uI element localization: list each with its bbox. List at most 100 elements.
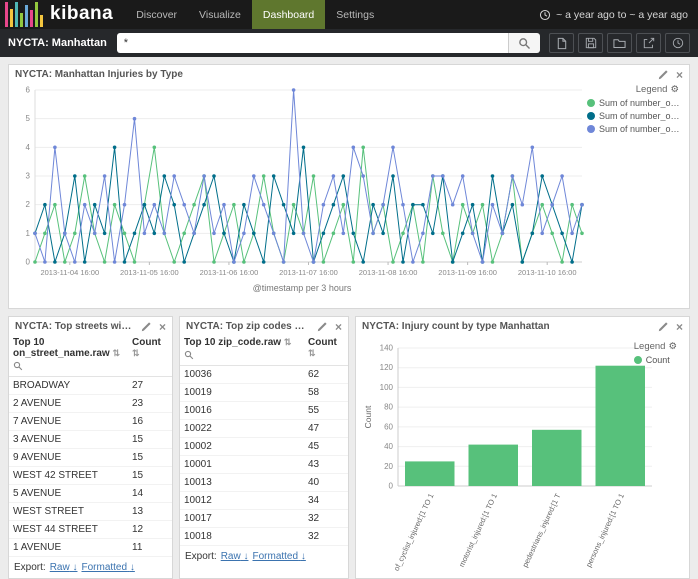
table-row: 7 AVENUE 16 [9,412,172,431]
field-search-icon[interactable] [184,350,194,360]
row-key-cell[interactable]: BROADWAY [9,376,128,395]
injuries-line-svg[interactable]: 0 1 2 3 4 5 6 2013-11-04 16:00 2013-11-05 16:00 2… [13,82,587,286]
row-count-cell[interactable]: 27 [128,376,172,395]
row-key-cell[interactable]: WEST 44 STREET [9,520,128,539]
row-key-cell[interactable]: 10013 [180,473,304,492]
share-dashboard-button[interactable] [636,33,661,53]
row-count-cell[interactable]: 15 [128,448,172,467]
sort-icon[interactable]: ⇅ [132,348,140,358]
edit-pencil-icon[interactable] [141,321,152,332]
close-panel-icon[interactable]: × [158,319,166,334]
svg-text:3: 3 [26,172,31,181]
chart-legend: Legend ⚙ Sum of number_of_cy...Sum of nu… [587,82,683,286]
row-key-cell[interactable]: 10022 [180,419,304,438]
search-button[interactable] [508,33,540,53]
row-count-cell[interactable]: 15 [128,430,172,449]
row-key-cell[interactable]: 1 AVENUE [9,538,128,557]
legend-item[interactable]: Count [633,355,681,365]
new-dashboard-button[interactable] [549,33,574,53]
load-dashboard-button[interactable] [607,33,632,53]
row-key-cell[interactable]: 10019 [180,383,304,402]
row-count-cell[interactable]: 12 [128,520,172,539]
edit-pencil-icon[interactable] [317,321,328,332]
row-key-cell[interactable]: 10002 [180,437,304,456]
sort-icon[interactable]: ⇅ [112,348,121,358]
row-count-cell[interactable]: 11 [128,538,172,557]
column-header-count[interactable]: Count ⇅ [128,334,172,377]
row-count-cell[interactable]: 40 [304,473,348,492]
row-key-cell[interactable]: 10001 [180,455,304,474]
row-key-cell[interactable]: 10018 [180,527,304,546]
row-key-cell[interactable]: WEST STREET [9,502,128,521]
row-key-cell[interactable]: 7 AVENUE [9,412,128,431]
new-file-icon [557,37,566,49]
row-count-cell[interactable]: 55 [304,401,348,420]
table-row: 2 AVENUE 23 [9,394,172,413]
row-key-cell[interactable]: 9 AVENUE [9,448,128,467]
row-count-cell[interactable]: 15 [128,466,172,485]
row-count-cell[interactable]: 58 [304,383,348,402]
close-panel-icon[interactable]: × [675,319,683,334]
legend-gear-icon[interactable]: ⚙ [670,84,679,95]
time-range-picker[interactable]: ~ a year ago to ~ a year ago [539,0,698,29]
svg-text:Count: Count [363,405,373,428]
legend-color-dot [633,356,642,364]
row-count-cell[interactable]: 23 [128,394,172,413]
query-input[interactable] [116,33,508,53]
row-key-cell[interactable]: 10012 [180,491,304,510]
row-key-cell[interactable]: WEST 42 STREET [9,466,128,485]
svg-text:120: 120 [380,363,394,372]
row-key-cell[interactable]: 10036 [180,365,304,384]
svg-text:80: 80 [384,403,393,412]
legend-gear-icon[interactable]: ⚙ [668,341,677,352]
row-key-cell[interactable]: 3 AVENUE [9,430,128,449]
row-count-cell[interactable]: 16 [128,412,172,431]
row-key-cell[interactable]: 10016 [180,401,304,420]
nav-item-dashboard[interactable]: Dashboard [251,0,326,29]
legend-title-text: Legend [633,341,666,352]
export-raw-link[interactable]: Raw ↓ [220,551,249,562]
edit-pencil-icon[interactable] [658,321,669,332]
legend-item[interactable]: Sum of number_of_pe... [587,124,683,134]
close-panel-icon[interactable]: × [334,319,342,334]
legend-color-dot [587,112,595,120]
row-key-cell[interactable]: 2 AVENUE [9,394,128,413]
main-nav: Discover Visualize Dashboard Settings [125,0,385,29]
field-search-icon[interactable] [13,361,23,371]
download-icon: ↓ [129,562,135,573]
row-count-cell[interactable]: 14 [128,484,172,503]
sort-icon[interactable]: ⇅ [283,337,292,347]
injury-bar-svg[interactable]: 0 20 40 60 80 100 120 140 Count of_cyclist_injure… [362,334,662,572]
nav-item-visualize[interactable]: Visualize [199,8,241,21]
row-count-cell[interactable]: 13 [128,502,172,521]
dashboard-title: NYCTA: Manhattan [8,37,107,49]
panel-injury-count-by-type: NYCTA: Injury count by type Manhattan × … [355,316,690,579]
row-count-cell[interactable]: 32 [304,509,348,528]
export-formatted-link[interactable]: Formatted ↓ [81,562,135,573]
column-header-street[interactable]: Top 10 on_street_name.raw ⇅ [9,334,128,377]
export-raw-link[interactable]: Raw ↓ [49,562,78,573]
row-count-cell[interactable]: 62 [304,365,348,384]
legend-label: Sum of number_of_cy... [599,98,681,108]
row-count-cell[interactable]: 43 [304,455,348,474]
save-dashboard-button[interactable] [578,33,603,53]
kibana-logo[interactable]: kibana [0,0,125,29]
row-count-cell[interactable]: 47 [304,419,348,438]
sort-icon[interactable]: ⇅ [308,348,316,358]
legend-item[interactable]: Sum of number_of_cy... [587,98,683,108]
close-panel-icon[interactable]: × [675,67,683,82]
row-count-cell[interactable]: 32 [304,527,348,546]
row-key-cell[interactable]: 5 AVENUE [9,484,128,503]
row-key-cell[interactable]: 10017 [180,509,304,528]
legend-label: Sum of number_of_pe... [599,124,681,134]
nav-item-settings[interactable]: Settings [336,8,375,21]
legend-item[interactable]: Sum of number_of_mo... [587,111,683,121]
nav-item-discover[interactable]: Discover [136,8,178,21]
column-header-zip[interactable]: Top 10 zip_code.raw ⇅ [180,334,304,366]
refresh-interval-button[interactable] [665,33,690,53]
export-formatted-link[interactable]: Formatted ↓ [252,551,306,562]
row-count-cell[interactable]: 45 [304,437,348,456]
column-header-count[interactable]: Count ⇅ [304,334,348,366]
row-count-cell[interactable]: 34 [304,491,348,510]
edit-pencil-icon[interactable] [658,69,669,80]
